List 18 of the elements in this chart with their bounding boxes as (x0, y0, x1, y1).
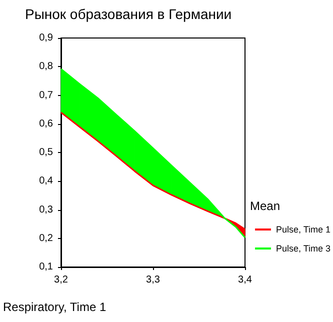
y-tick-label: 0,2 (39, 232, 54, 244)
x-tick-label: 3,2 (54, 274, 68, 286)
legend-title: Mean (250, 199, 280, 213)
y-tick-label: 0,9 (39, 32, 54, 44)
legend-label: Pulse, Time 3 (276, 244, 331, 254)
y-tick-label: 0,1 (39, 262, 54, 272)
x-axis-title: Respiratory, Time 1 (3, 300, 106, 314)
y-tick-label: 0,5 (39, 147, 54, 158)
x-tick-label: 3,4 (238, 274, 252, 286)
legend-label: Pulse, Time 1 (276, 224, 331, 234)
line-series (60, 68, 246, 238)
y-tick-label: 0,4 (39, 176, 54, 187)
y-tick-label: 0,6 (39, 118, 54, 130)
x-tick-label: 3,3 (146, 274, 160, 286)
chart-title: Рынок образования в Германии (25, 6, 232, 22)
y-tick-label: 0,3 (39, 204, 54, 216)
y-tick-label: 0,7 (39, 90, 54, 101)
y-tick-label: 0,8 (39, 61, 54, 72)
